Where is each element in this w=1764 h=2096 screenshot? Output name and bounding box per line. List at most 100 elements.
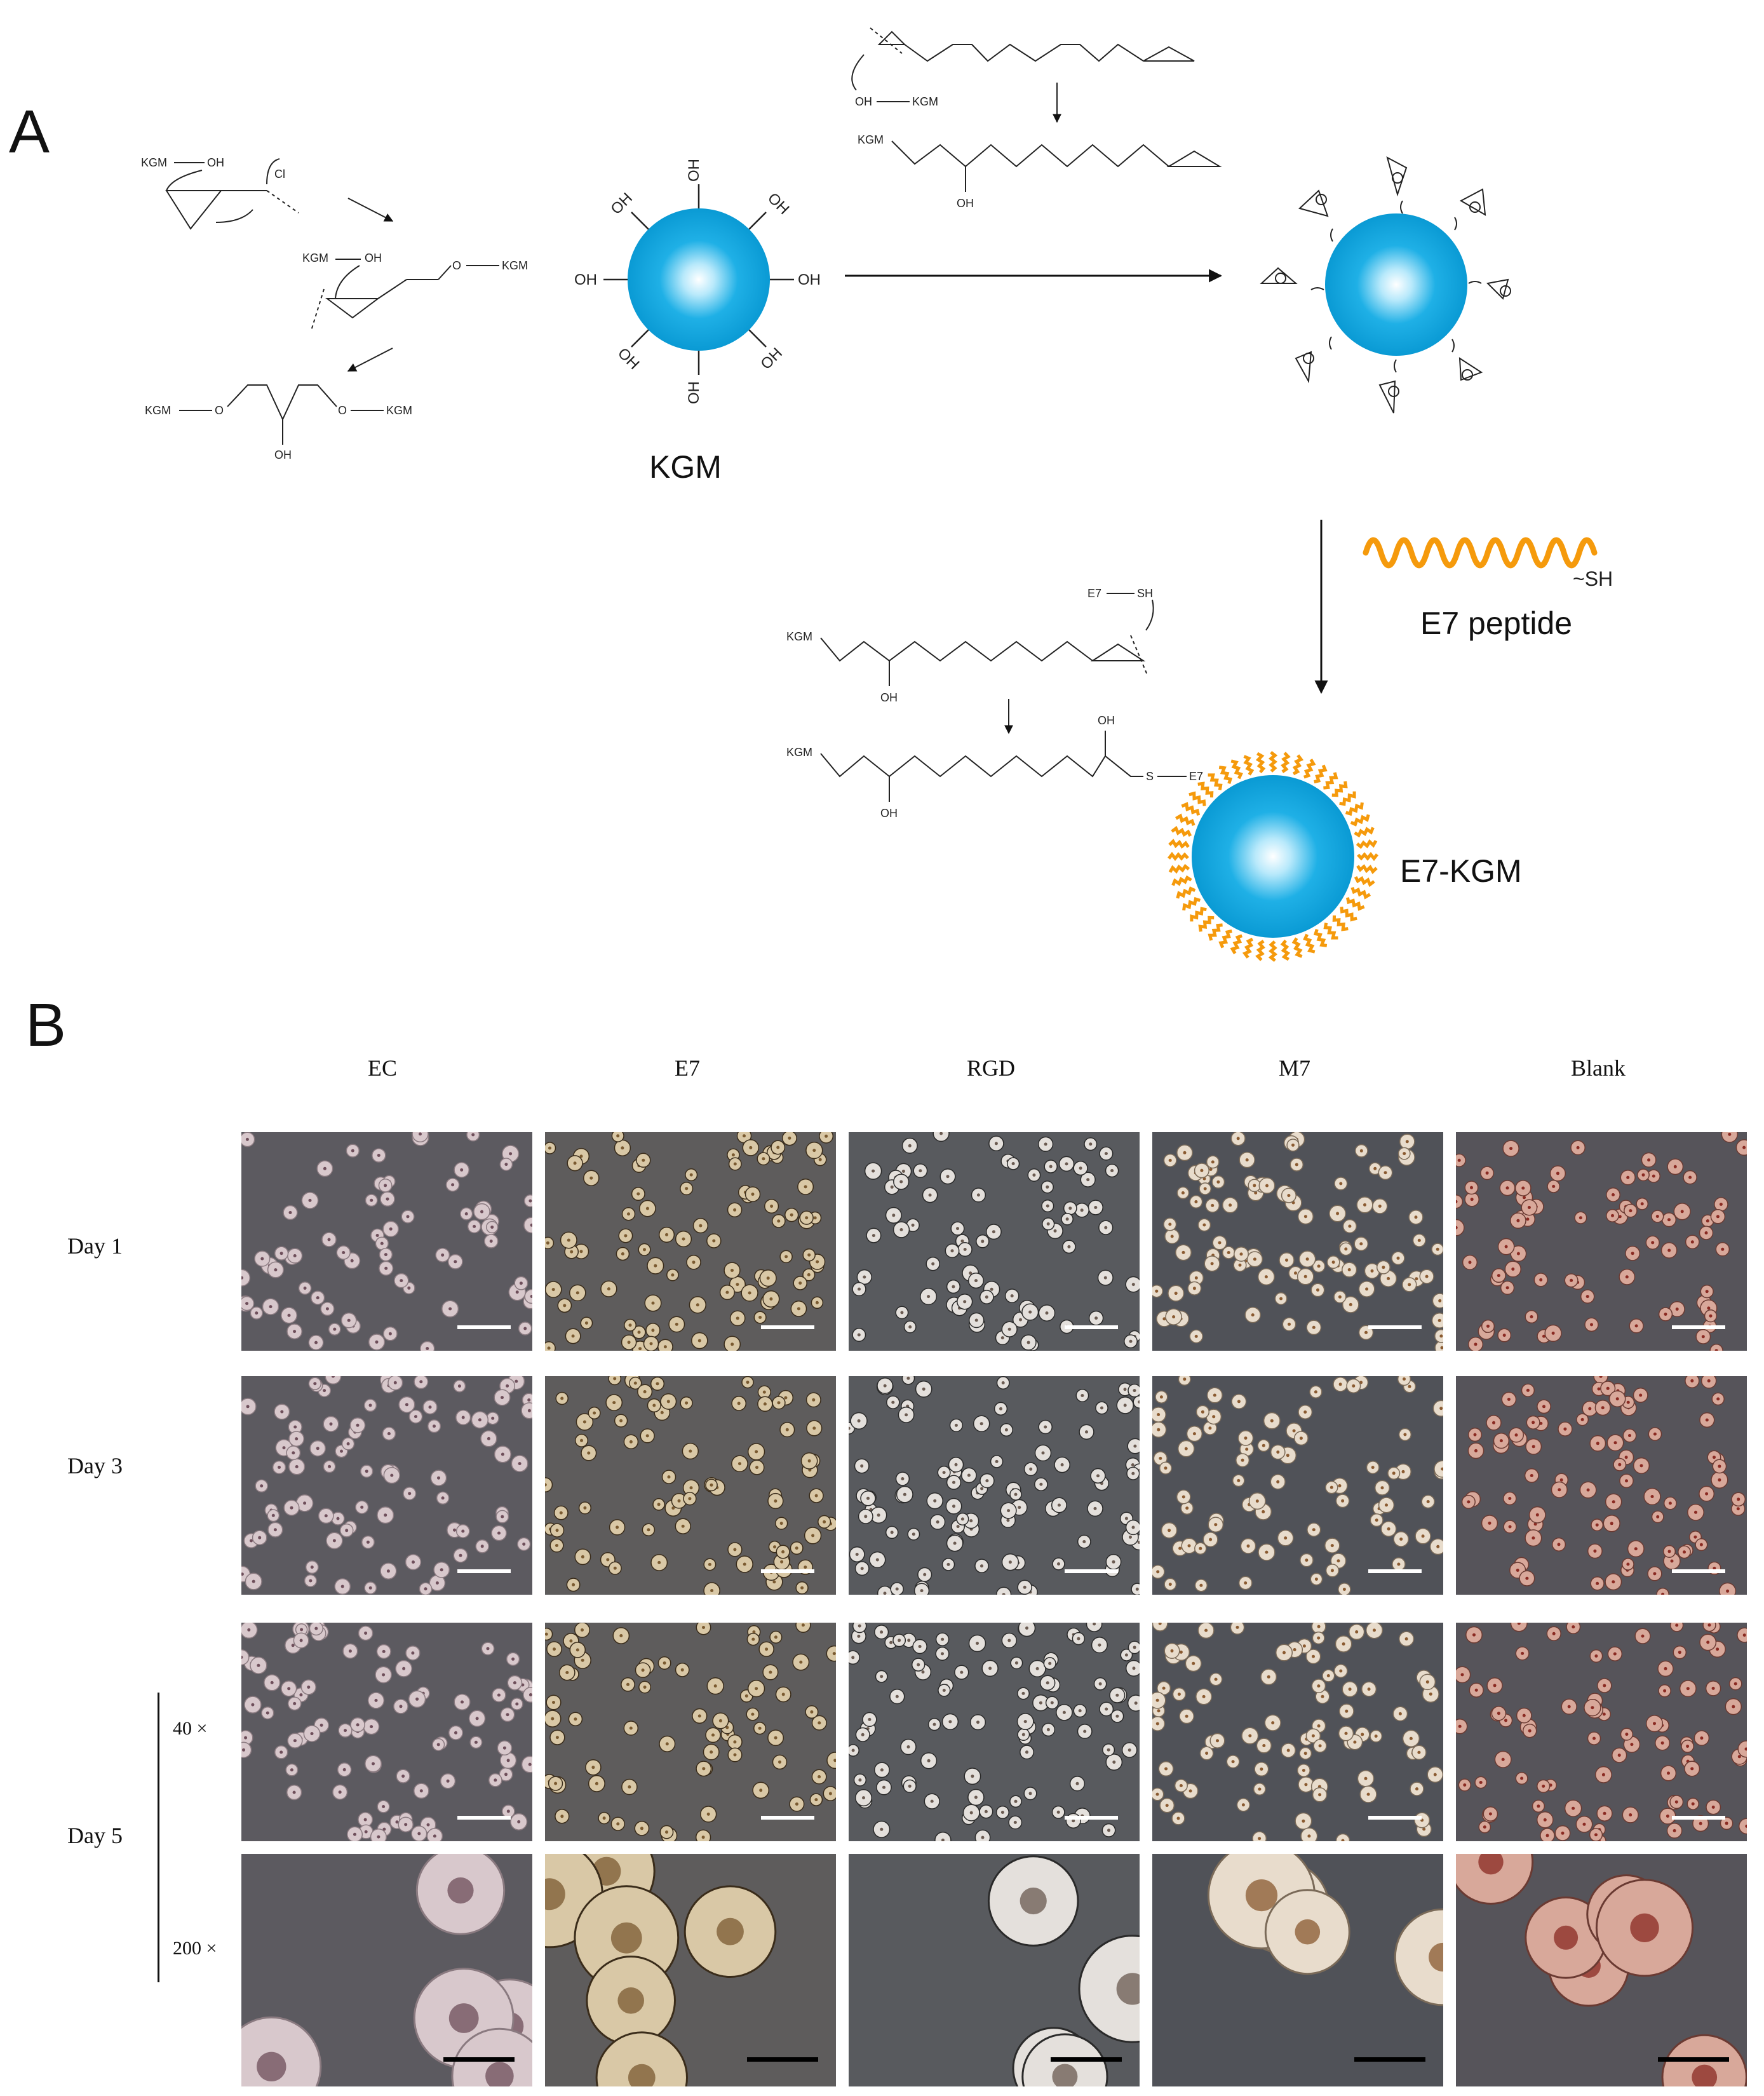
- microsphere-core: [1156, 1570, 1160, 1574]
- microsphere-core: [797, 1307, 800, 1311]
- microsphere-core: [1630, 1913, 1659, 1942]
- microsphere: [1127, 1694, 1140, 1712]
- microsphere: [1394, 1908, 1443, 2006]
- microsphere-core: [1285, 1258, 1288, 1262]
- microsphere-core: [778, 1760, 781, 1764]
- microsphere-core: [1339, 1182, 1343, 1186]
- microsphere-core: [1542, 1334, 1545, 1338]
- microsphere-core: [1182, 1250, 1185, 1254]
- microsphere: [523, 1687, 532, 1703]
- microsphere-core: [812, 1398, 816, 1402]
- microsphere-core: [270, 1680, 274, 1684]
- microsphere-core: [908, 1784, 912, 1788]
- microsphere-core: [788, 1136, 791, 1140]
- microsphere-core: [1664, 1313, 1667, 1316]
- svg-text:O: O: [452, 259, 461, 272]
- e7kgm-sphere: [1192, 775, 1354, 938]
- microsphere-core: [583, 1506, 587, 1510]
- microsphere-core: [1530, 1315, 1533, 1318]
- microsphere-core: [1065, 1162, 1068, 1166]
- microsphere-core: [325, 1307, 329, 1311]
- microsphere-core: [689, 1173, 693, 1177]
- peptide-strand: [1176, 886, 1196, 899]
- microsphere-core: [1611, 1214, 1614, 1217]
- microsphere-core: [461, 1529, 465, 1533]
- microsphere-core: [912, 1532, 915, 1536]
- microsphere-core: [501, 1452, 504, 1456]
- microsphere-core: [814, 1494, 818, 1498]
- microsphere-core: [1155, 1792, 1159, 1796]
- microsphere: [1431, 1312, 1443, 1329]
- kgm-sphere: [628, 208, 770, 351]
- microsphere-core: [1168, 1529, 1171, 1532]
- microsphere-core: [290, 1506, 293, 1510]
- microsphere-core: [1439, 1407, 1443, 1410]
- microsphere-core: [513, 1681, 516, 1685]
- microsphere-core: [1660, 1741, 1664, 1745]
- microsphere-core: [1318, 1793, 1322, 1797]
- micrograph-rgd-row2: [849, 1376, 1140, 1595]
- peptide-strand: [1354, 876, 1375, 888]
- microsphere-core: [1216, 1180, 1220, 1184]
- microsphere-core: [864, 1515, 868, 1518]
- peptide-strand: [1208, 773, 1223, 790]
- microsphere-core: [1303, 1215, 1307, 1219]
- microsphere-core: [921, 1670, 925, 1674]
- microsphere-core: [1107, 1748, 1110, 1752]
- microsphere-core: [1486, 1324, 1490, 1328]
- svg-text:KGM: KGM: [858, 133, 884, 146]
- microsphere-core: [995, 1459, 999, 1463]
- peptide-strand: [1230, 759, 1243, 780]
- microsphere-core: [1209, 1538, 1213, 1541]
- microsphere-core: [901, 1477, 905, 1480]
- microsphere-core: [1314, 1578, 1318, 1581]
- microsphere-core: [1355, 1630, 1359, 1633]
- microsphere-core: [1666, 1815, 1669, 1818]
- microsphere-core: [903, 1492, 906, 1496]
- microsphere-core: [1052, 2064, 1078, 2086]
- microsphere-core: [777, 1401, 781, 1405]
- microsphere-core: [356, 1423, 360, 1427]
- microsphere-core: [1123, 1388, 1127, 1391]
- microsphere-core: [1158, 1623, 1162, 1625]
- microsphere-core: [1705, 1290, 1709, 1294]
- microsphere: [995, 1586, 1012, 1595]
- microsphere-core: [1711, 1805, 1715, 1809]
- svg-text:E7: E7: [1189, 770, 1203, 783]
- microsphere-core: [1155, 1722, 1159, 1726]
- microsphere-core: [401, 1775, 405, 1778]
- microsphere-core: [1690, 1767, 1694, 1771]
- microsphere-core: [807, 1459, 811, 1463]
- scale-bar: [761, 1325, 814, 1329]
- day5-bracket: [158, 1693, 159, 1982]
- microsphere-core: [1138, 1400, 1140, 1404]
- microsphere-core: [1557, 1543, 1561, 1546]
- microsphere-core: [1625, 1733, 1629, 1736]
- microsphere-core: [582, 1420, 586, 1424]
- microsphere-core: [290, 1768, 293, 1772]
- microsphere-core: [497, 1531, 501, 1535]
- microsphere-core: [1342, 1588, 1346, 1591]
- microsphere-core: [506, 1384, 509, 1388]
- panel-b-label: B: [25, 991, 67, 1059]
- scale-bar: [457, 1569, 511, 1573]
- peptide-strand: [1230, 934, 1243, 954]
- microsphere-core: [1345, 1709, 1349, 1713]
- microsphere-core: [636, 1192, 640, 1196]
- peptide-strand: [1292, 754, 1304, 776]
- microsphere-core: [1396, 1256, 1400, 1260]
- microsphere-core: [1213, 1393, 1216, 1397]
- microsphere-core: [351, 1149, 354, 1153]
- row-label-day1: Day 1: [67, 1233, 123, 1259]
- microsphere-core: [1201, 1410, 1204, 1414]
- microsphere-core: [1011, 1162, 1015, 1165]
- microsphere-core: [751, 1193, 755, 1196]
- microsphere-core: [1057, 1503, 1061, 1507]
- peptide-strand: [1350, 814, 1370, 827]
- microsphere-core: [1364, 1330, 1368, 1334]
- microsphere-core: [241, 1572, 244, 1576]
- microsphere-core: [1028, 1310, 1032, 1314]
- microsphere-core: [1373, 1628, 1376, 1632]
- microsphere-core: [1007, 1327, 1011, 1331]
- microsphere-core: [1651, 1241, 1655, 1245]
